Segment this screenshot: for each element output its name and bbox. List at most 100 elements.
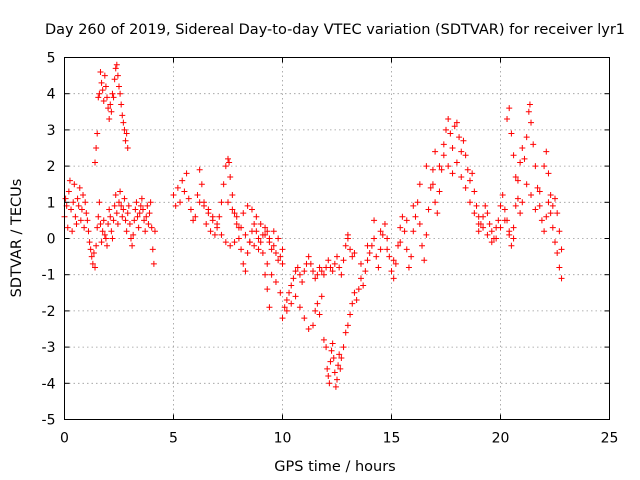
data-point xyxy=(177,199,184,206)
data-point xyxy=(510,224,517,231)
data-point xyxy=(123,130,130,137)
data-point xyxy=(514,195,521,202)
data-point xyxy=(384,235,391,242)
data-point xyxy=(484,231,491,238)
data-point xyxy=(497,202,504,209)
data-point xyxy=(482,202,489,209)
data-point xyxy=(144,202,151,209)
data-point xyxy=(151,228,158,235)
data-point xyxy=(114,221,121,228)
data-point xyxy=(93,242,100,249)
x-tick-label: 20 xyxy=(492,431,510,447)
data-point xyxy=(127,235,134,242)
data-point xyxy=(268,271,275,278)
data-point xyxy=(113,61,120,68)
y-tick-label: -5 xyxy=(42,413,56,429)
data-point xyxy=(90,249,97,256)
data-point xyxy=(89,260,96,267)
data-point xyxy=(477,221,484,228)
data-point xyxy=(94,224,101,231)
data-point xyxy=(119,112,126,119)
data-point xyxy=(233,213,240,220)
data-point xyxy=(118,202,125,209)
data-point xyxy=(181,188,188,195)
data-point xyxy=(137,202,144,209)
data-point xyxy=(106,116,113,123)
data-point xyxy=(543,213,550,220)
data-point xyxy=(501,206,508,213)
data-point xyxy=(69,228,76,235)
data-point xyxy=(268,246,275,253)
data-point xyxy=(545,199,552,206)
data-point xyxy=(469,170,476,177)
data-point xyxy=(512,202,519,209)
data-point xyxy=(72,213,79,220)
y-tick-label: -1 xyxy=(42,268,56,284)
data-point xyxy=(194,192,201,199)
data-point xyxy=(440,152,447,159)
data-point xyxy=(449,170,456,177)
data-point xyxy=(538,217,545,224)
data-point xyxy=(532,206,539,213)
data-point xyxy=(94,130,101,137)
data-point xyxy=(355,286,362,293)
data-point xyxy=(466,177,473,184)
data-point xyxy=(231,210,238,217)
data-point xyxy=(327,264,334,271)
data-point xyxy=(279,246,286,253)
data-point xyxy=(377,228,384,235)
data-point xyxy=(416,181,423,188)
data-point xyxy=(248,206,255,213)
data-point xyxy=(220,181,227,188)
data-point xyxy=(447,130,454,137)
data-point xyxy=(458,173,465,180)
data-point xyxy=(344,231,351,238)
data-point xyxy=(270,228,277,235)
data-point xyxy=(130,231,137,238)
data-points xyxy=(61,61,565,390)
data-point xyxy=(78,206,85,213)
y-tick-label: -2 xyxy=(42,304,56,320)
data-point xyxy=(107,101,114,108)
data-point xyxy=(536,202,543,209)
data-point xyxy=(508,242,515,249)
data-point xyxy=(344,322,351,329)
data-point xyxy=(117,90,124,97)
data-point xyxy=(532,163,539,170)
data-point xyxy=(62,195,69,202)
x-axis-label: GPS time / hours xyxy=(274,459,395,475)
data-point xyxy=(443,126,449,133)
data-point xyxy=(109,90,116,97)
data-point xyxy=(523,181,530,188)
data-point xyxy=(504,217,511,224)
data-point xyxy=(238,224,245,231)
data-point xyxy=(290,275,297,282)
data-point xyxy=(138,195,145,202)
data-point xyxy=(421,257,428,264)
data-point xyxy=(119,213,126,220)
data-point xyxy=(207,228,214,235)
data-point xyxy=(150,260,157,267)
data-point xyxy=(323,344,330,351)
data-point xyxy=(328,347,335,354)
data-point xyxy=(104,94,111,101)
data-point xyxy=(301,268,308,275)
data-point xyxy=(101,231,108,238)
data-point xyxy=(118,101,125,108)
data-point xyxy=(121,195,128,202)
data-point xyxy=(464,166,471,173)
data-point xyxy=(77,217,84,224)
data-point xyxy=(238,246,245,253)
data-point xyxy=(320,271,327,278)
data-point xyxy=(110,217,117,224)
data-point xyxy=(227,173,234,180)
data-point xyxy=(255,246,262,253)
data-point xyxy=(226,159,233,166)
data-point xyxy=(530,141,537,148)
data-point xyxy=(240,260,247,267)
data-point xyxy=(117,188,124,195)
data-point xyxy=(521,155,528,162)
data-point xyxy=(528,119,535,126)
data-point xyxy=(222,163,229,170)
